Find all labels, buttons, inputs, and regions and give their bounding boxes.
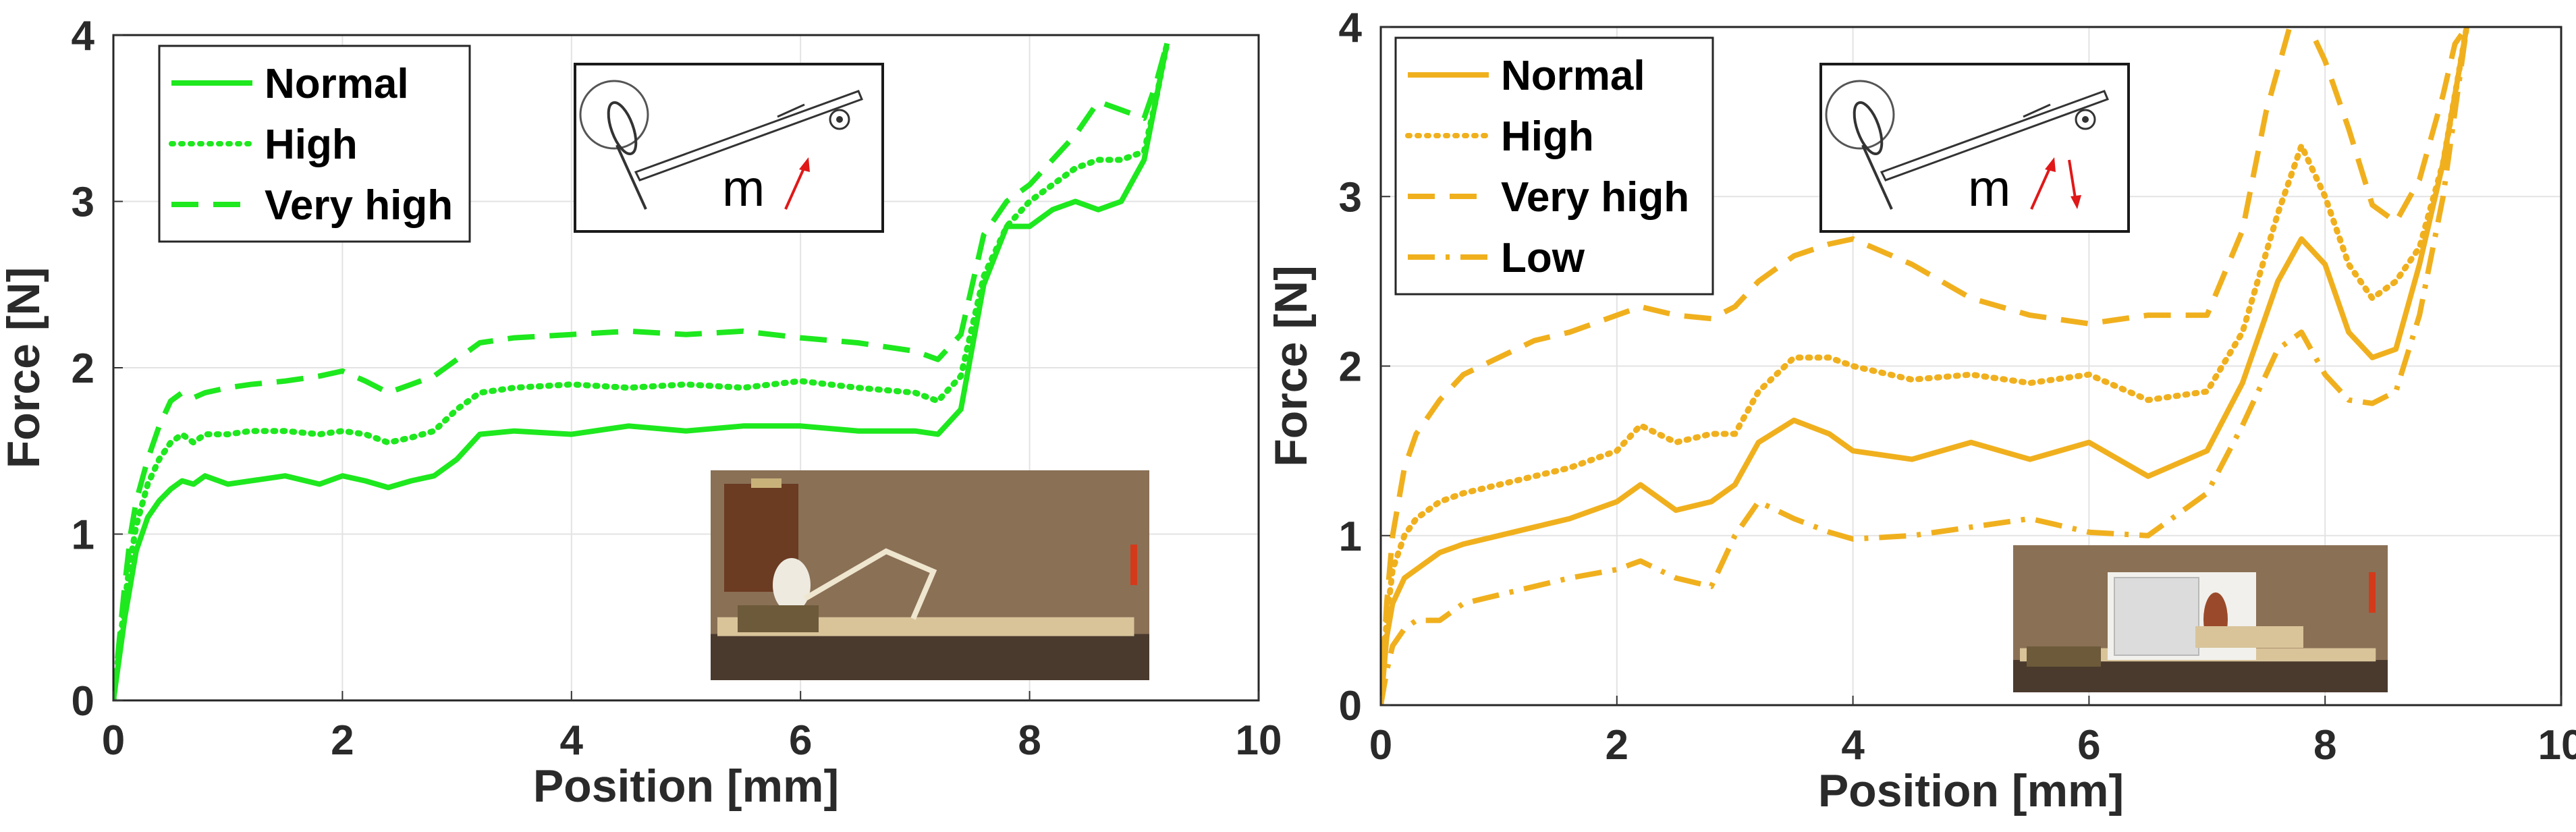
- chart-right: 0 2 4 6 8 10 0 1 2 3 4 Position [mm] Force [N] Nor…: [1265, 5, 2576, 816]
- series-line-normal: [1381, 27, 2470, 705]
- x-tick-label: 6: [789, 717, 812, 764]
- hammer-diagram-inset-right: m: [1819, 63, 2130, 233]
- y-axis-label-left: Force [N]: [0, 267, 49, 468]
- legend-label: Very high: [1501, 174, 1689, 221]
- x-tick-label: 0: [102, 717, 125, 764]
- mass-label: m: [722, 160, 765, 217]
- y-tick-label: 3: [72, 179, 94, 226]
- legend-label: High: [265, 121, 358, 168]
- legend-label: High: [1501, 113, 1594, 160]
- legend-right: Normal High Very high Low: [1394, 36, 1714, 296]
- up-arrow-icon: [784, 163, 807, 210]
- x-tick-label: 4: [560, 717, 584, 764]
- x-tick-label: 8: [2313, 722, 2336, 769]
- x-tick-label: 10: [2538, 722, 2576, 769]
- y-tick-label: 1: [72, 512, 94, 559]
- legend-label: Normal: [265, 61, 409, 107]
- x-tick-label: 10: [1236, 717, 1282, 764]
- x-tick-label: 2: [331, 717, 354, 764]
- y-tick-label: 2: [72, 345, 94, 392]
- chart-left: 0 2 4 6 8 10 0 1 2 3 4 Position [mm] Force [N] Nor…: [0, 13, 1282, 812]
- y-tick-label: 4: [1339, 5, 1363, 51]
- x-tick-label: 6: [2077, 722, 2100, 769]
- piano-action-photo-inset-right: [2013, 545, 2388, 692]
- mass-label: m: [1968, 160, 2010, 217]
- y-tick-label: 0: [72, 678, 94, 725]
- ticks-left: 0 2 4 6 8 10 0 1 2 3 4: [72, 13, 1282, 764]
- series-group-left: [113, 40, 1170, 700]
- y-tick-label: 2: [1339, 344, 1362, 391]
- y-tick-label: 1: [1339, 514, 1362, 560]
- x-tick-label: 8: [1018, 717, 1041, 764]
- series-line-very-high: [1381, 27, 2469, 705]
- legend-label: Normal: [1501, 53, 1645, 99]
- y-axis-label-right: Force [N]: [1265, 265, 1317, 466]
- x-tick-label: 0: [1369, 722, 1392, 769]
- y-tick-label: 3: [1339, 174, 1362, 221]
- series-line-very-high: [113, 43, 1170, 700]
- down-arrow-icon: [2068, 159, 2077, 203]
- legend-label: Low: [1501, 235, 1585, 281]
- legend-label: Very high: [265, 182, 453, 229]
- series-line-normal: [113, 43, 1170, 700]
- hammer-diagram-inset-left: m: [574, 63, 884, 233]
- ticks-right: 0 2 4 6 8 10 0 1 2 3 4: [1339, 5, 2576, 769]
- legend-left: Normal High Very high: [158, 45, 471, 243]
- series-line-low: [1381, 27, 2470, 705]
- piano-action-photo-inset-left: [711, 470, 1149, 680]
- legend-box: [1394, 36, 1714, 296]
- series-line-high: [1381, 27, 2470, 705]
- x-axis-label-right: Position [mm]: [1818, 765, 2124, 816]
- series-group-right: [1381, 27, 2470, 705]
- y-tick-label: 0: [1339, 683, 1362, 729]
- x-axis-label-left: Position [mm]: [533, 760, 839, 812]
- x-tick-label: 2: [1606, 722, 1628, 769]
- y-tick-label: 4: [72, 13, 95, 59]
- up-arrow-icon: [2030, 163, 2053, 210]
- x-tick-label: 4: [1841, 722, 1865, 769]
- series-line-high: [113, 40, 1170, 700]
